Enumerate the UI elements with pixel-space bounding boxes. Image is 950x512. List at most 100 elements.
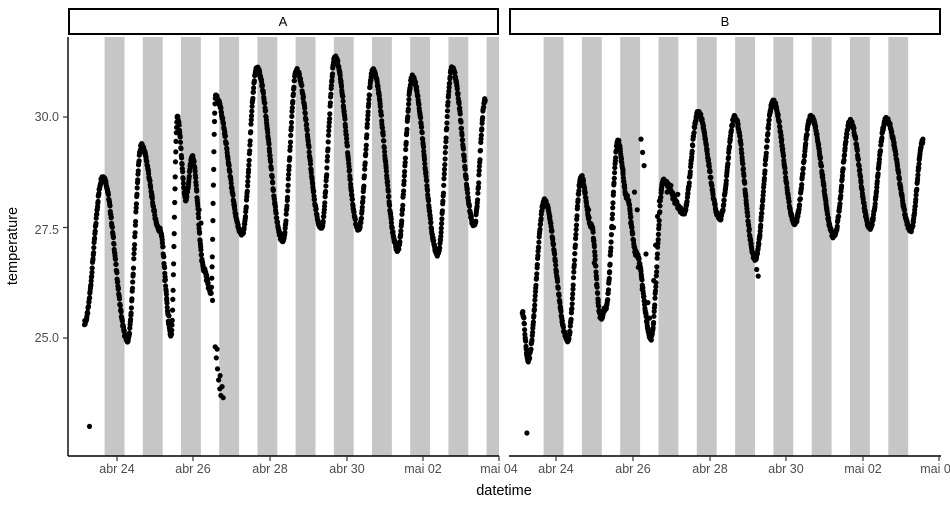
data-point bbox=[209, 264, 215, 270]
data-point bbox=[654, 251, 661, 257]
data-point bbox=[327, 116, 333, 122]
data-point bbox=[340, 98, 346, 104]
data-point bbox=[916, 161, 922, 167]
data-point bbox=[653, 284, 659, 290]
data-point bbox=[446, 88, 452, 94]
data-point bbox=[304, 121, 310, 127]
data-point bbox=[133, 218, 139, 225]
data-point-outlier bbox=[591, 260, 597, 266]
data-point bbox=[198, 251, 205, 258]
data-point bbox=[574, 213, 580, 219]
data-point bbox=[287, 155, 293, 161]
data-point bbox=[610, 205, 616, 211]
data-point bbox=[302, 105, 308, 111]
data-point bbox=[133, 205, 139, 211]
data-point bbox=[303, 116, 309, 122]
data-point bbox=[836, 213, 842, 219]
data-point bbox=[652, 302, 658, 308]
data-point bbox=[569, 305, 575, 312]
data-point bbox=[131, 256, 137, 262]
data-point bbox=[91, 250, 97, 256]
data-point bbox=[568, 316, 574, 322]
data-point-outlier bbox=[628, 220, 634, 226]
data-point-outlier bbox=[658, 187, 664, 193]
data-point bbox=[304, 127, 310, 133]
data-point-outlier bbox=[638, 136, 644, 142]
data-point-outlier bbox=[595, 300, 601, 306]
data-point bbox=[307, 161, 314, 167]
data-point bbox=[569, 295, 576, 302]
data-point bbox=[608, 239, 614, 245]
data-point bbox=[283, 218, 289, 224]
data-point bbox=[362, 166, 368, 172]
data-point bbox=[610, 200, 616, 206]
data-point bbox=[473, 218, 479, 224]
data-point bbox=[363, 146, 369, 152]
data-point bbox=[802, 152, 808, 158]
data-point-outlier bbox=[677, 205, 684, 211]
data-point bbox=[743, 193, 749, 200]
data-point bbox=[401, 173, 407, 179]
data-point bbox=[431, 238, 437, 244]
data-point bbox=[764, 138, 770, 144]
data-point bbox=[94, 211, 100, 217]
data-point bbox=[821, 183, 827, 189]
data-point bbox=[359, 204, 365, 210]
data-point bbox=[477, 157, 483, 163]
data-point bbox=[440, 198, 446, 204]
data-point bbox=[210, 200, 216, 206]
data-point bbox=[132, 242, 138, 248]
data-point bbox=[853, 136, 859, 142]
data-point bbox=[107, 203, 113, 209]
data-point bbox=[441, 182, 447, 188]
data-point bbox=[385, 188, 391, 194]
data-point-outlier bbox=[220, 395, 226, 401]
data-point bbox=[522, 327, 528, 333]
data-point bbox=[299, 82, 305, 88]
data-point bbox=[192, 168, 198, 174]
data-point bbox=[534, 271, 540, 277]
data-point bbox=[248, 117, 254, 123]
data-point bbox=[326, 123, 332, 129]
data-point bbox=[873, 188, 880, 194]
data-point bbox=[335, 58, 341, 64]
data-point bbox=[476, 163, 482, 169]
data-point-outlier bbox=[664, 189, 670, 195]
data-point bbox=[460, 146, 466, 152]
data-point bbox=[721, 201, 727, 208]
data-point bbox=[605, 297, 611, 303]
data-point bbox=[575, 197, 581, 203]
data-point bbox=[612, 165, 618, 171]
data-point bbox=[523, 338, 529, 344]
data-point-outlier bbox=[631, 189, 638, 195]
data-point bbox=[571, 262, 577, 268]
data-point bbox=[613, 155, 619, 161]
data-point bbox=[352, 217, 358, 223]
data-point bbox=[91, 245, 97, 251]
data-point bbox=[629, 224, 635, 230]
data-point bbox=[576, 188, 582, 194]
data-point bbox=[171, 243, 177, 250]
data-point bbox=[364, 121, 370, 127]
data-point bbox=[287, 144, 293, 150]
data-point bbox=[284, 194, 291, 200]
data-point bbox=[538, 216, 544, 222]
data-point bbox=[658, 194, 664, 200]
data-point bbox=[416, 101, 422, 108]
data-point bbox=[444, 125, 450, 131]
data-point bbox=[262, 100, 268, 106]
data-point bbox=[803, 141, 809, 147]
data-point-outlier bbox=[164, 295, 170, 301]
night-band bbox=[486, 37, 499, 456]
data-point bbox=[920, 136, 926, 142]
data-point bbox=[85, 303, 92, 309]
x-tick-b-mai04: mai 04 bbox=[920, 462, 950, 476]
data-point bbox=[400, 202, 406, 208]
data-point bbox=[877, 148, 884, 154]
data-point bbox=[818, 163, 825, 169]
x-tick-a-abr26: abr 26 bbox=[175, 462, 210, 476]
data-point bbox=[424, 178, 430, 184]
data-point bbox=[422, 161, 428, 167]
data-point bbox=[130, 279, 136, 285]
